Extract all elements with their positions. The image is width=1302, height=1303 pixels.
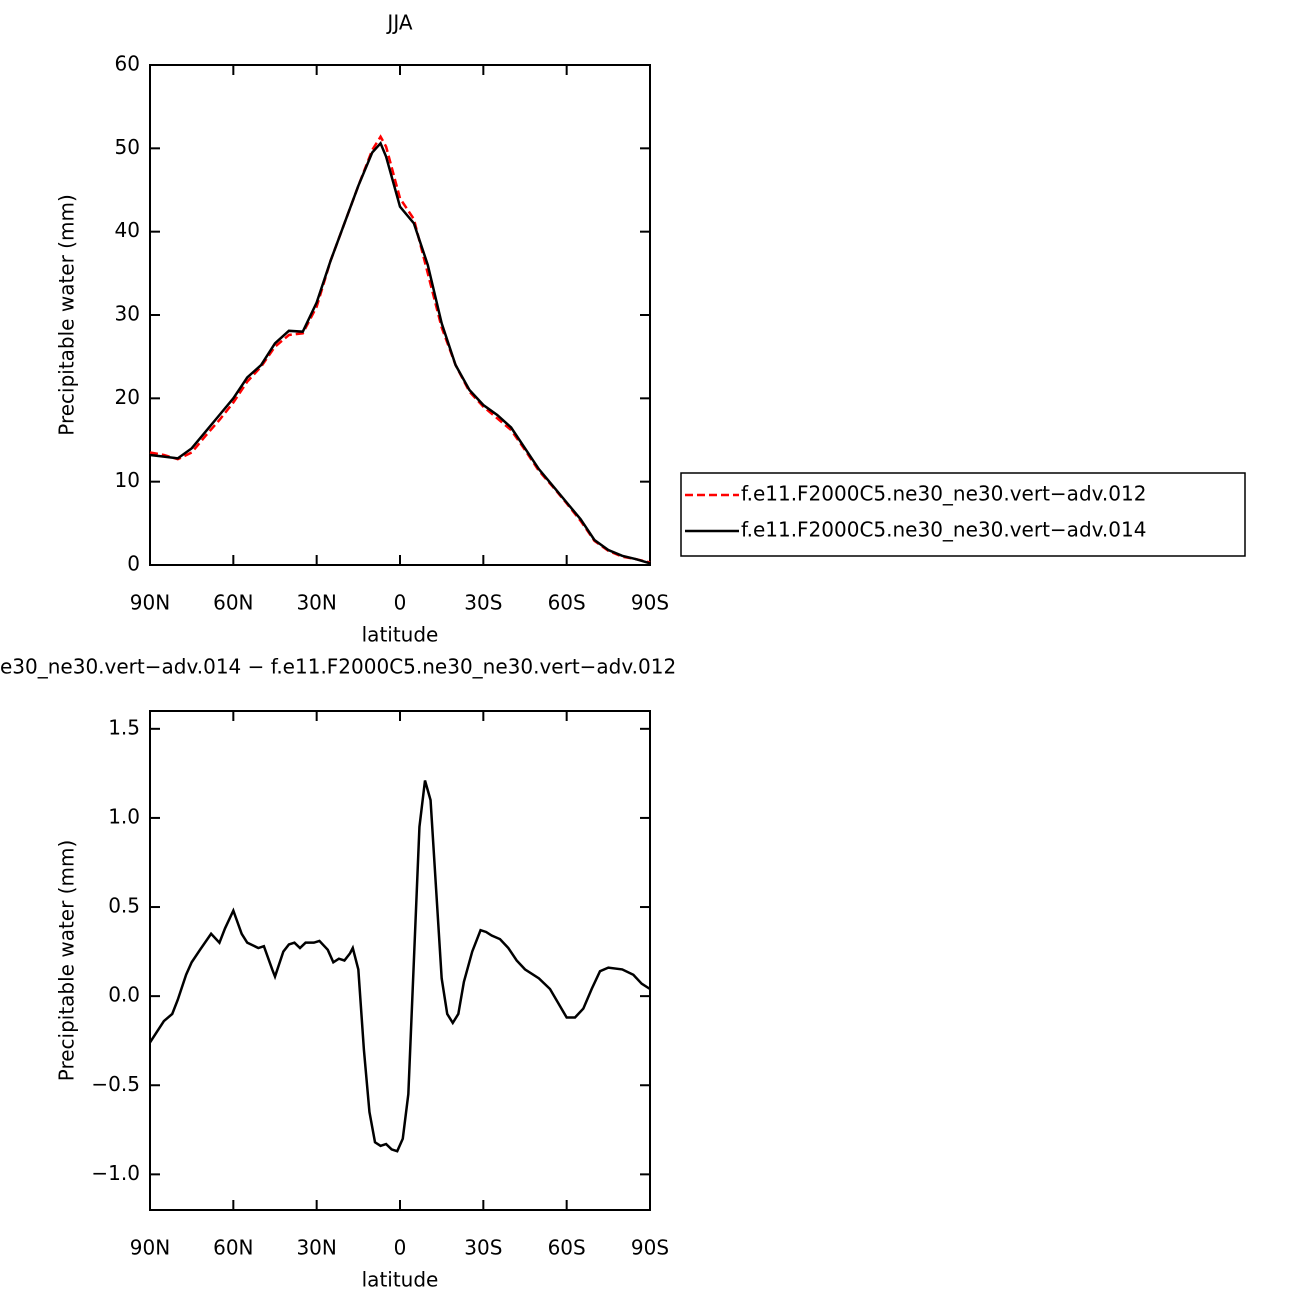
y-axis-label: Precipitable water (mm): [55, 194, 79, 436]
y-tick-label: −0.5: [91, 1072, 140, 1096]
x-tick-label: 90S: [631, 1236, 669, 1260]
y-tick-label: 20: [115, 385, 140, 409]
plot-frame: [149, 64, 651, 566]
data-line: [149, 134, 651, 564]
x-tick-label: 30S: [464, 591, 502, 615]
y-tick-label: 0: [127, 552, 140, 576]
legend-label: f.e11.F2000C5.ne30_ne30.vert−adv.012: [741, 482, 1146, 506]
legend-label: f.e11.F2000C5.ne30_ne30.vert−adv.014: [741, 518, 1146, 542]
x-axis-label: latitude: [362, 1268, 439, 1292]
y-tick-label: −1.0: [91, 1161, 140, 1185]
y-tick-label: 1.5: [108, 715, 140, 739]
y-tick-label: 30: [115, 302, 140, 326]
x-tick-label: 60N: [213, 591, 253, 615]
y-tick-label: 40: [115, 218, 140, 242]
data-line: [148, 780, 651, 1153]
legend-box: [680, 472, 1246, 557]
y-tick-label: 50: [115, 135, 140, 159]
x-tick-label: 60N: [213, 1236, 253, 1260]
x-tick-label: 90N: [130, 1236, 170, 1260]
y-tick-label: 1.0: [108, 804, 140, 828]
x-tick-label: 0: [394, 591, 407, 615]
y-tick-label: 0.5: [108, 894, 140, 918]
x-tick-label: 60S: [548, 591, 586, 615]
data-line: [149, 141, 651, 565]
chart-title: e30_ne30.vert−adv.014 − f.e11.F2000C5.ne…: [0, 655, 676, 679]
y-tick-label: 10: [115, 468, 140, 492]
x-tick-label: 30N: [296, 1236, 336, 1260]
x-tick-label: 30S: [464, 1236, 502, 1260]
plot-frame: [149, 710, 651, 1211]
y-axis-label: Precipitable water (mm): [55, 840, 79, 1082]
y-tick-label: 0.0: [108, 983, 140, 1007]
x-tick-label: 90S: [631, 591, 669, 615]
x-tick-label: 60S: [548, 1236, 586, 1260]
x-tick-label: 0: [394, 1236, 407, 1260]
y-tick-label: 60: [115, 52, 140, 76]
chart-title: JJA: [385, 11, 412, 35]
x-tick-label: 90N: [130, 591, 170, 615]
x-tick-label: 30N: [296, 591, 336, 615]
x-axis-label: latitude: [362, 623, 439, 647]
